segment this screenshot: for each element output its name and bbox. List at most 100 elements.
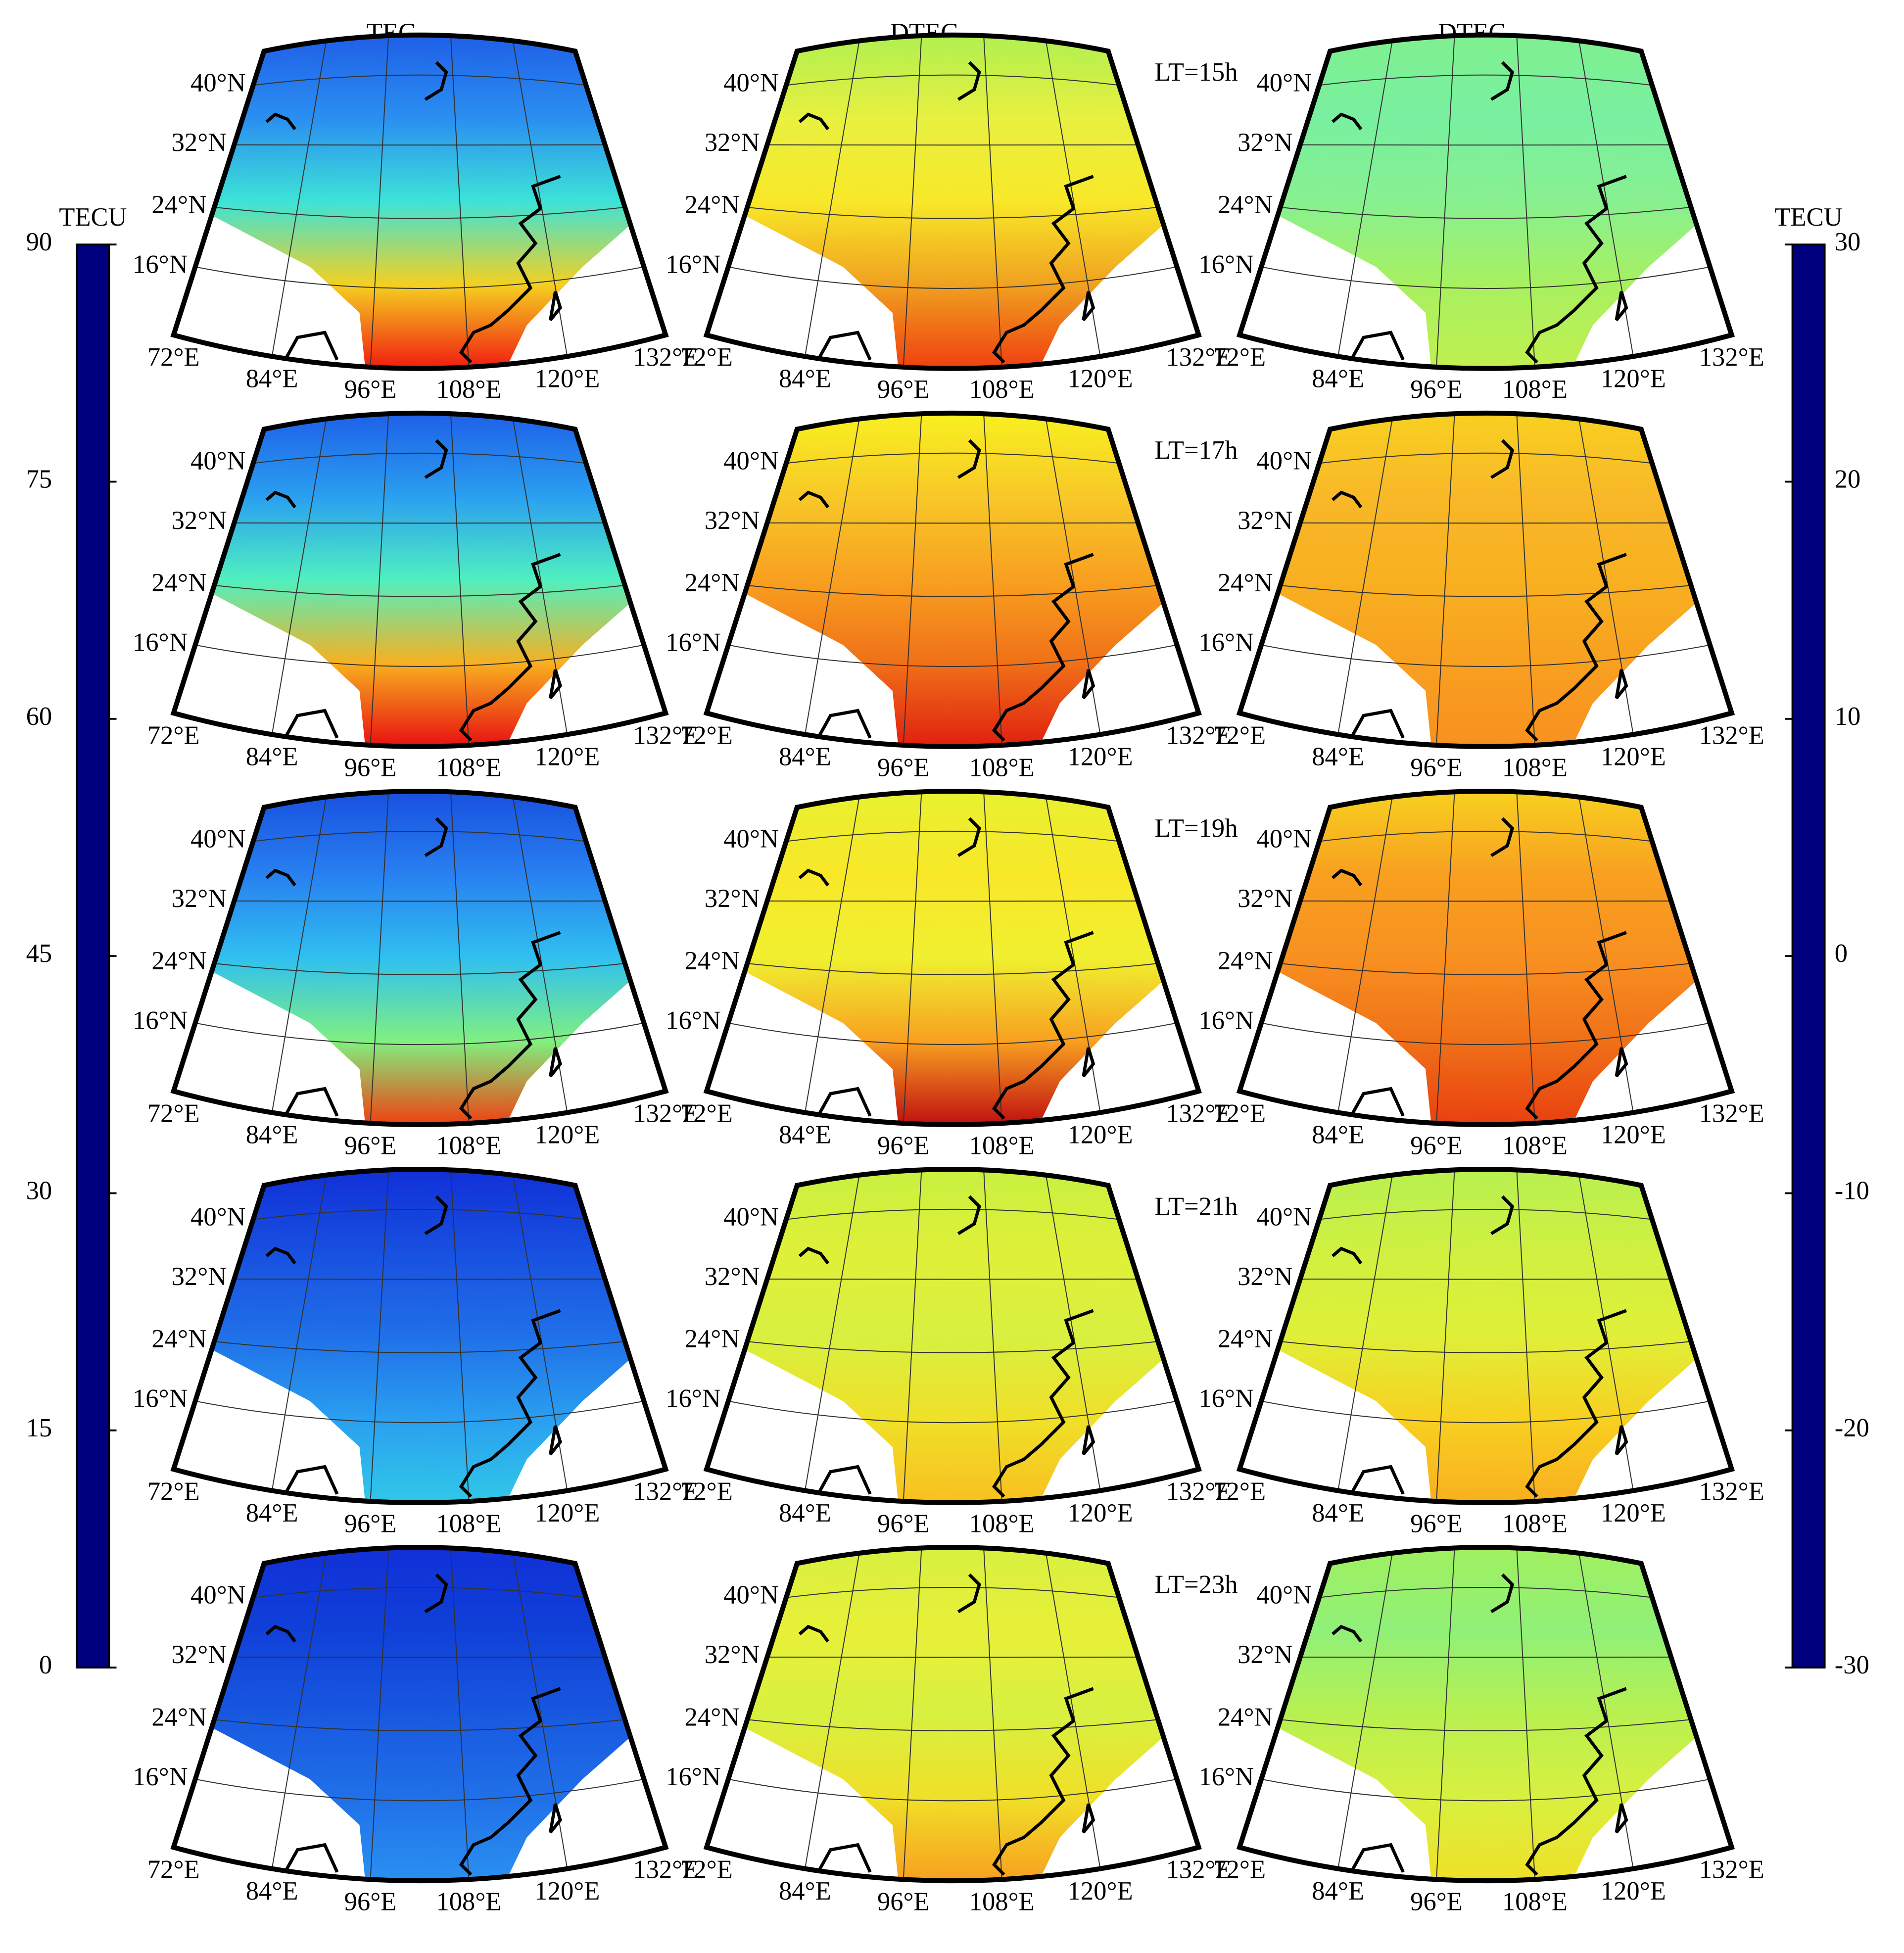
coastline <box>798 61 1095 364</box>
meridian <box>1337 41 1393 357</box>
map-frame <box>703 788 1202 1127</box>
longitude-label: 132°E <box>1699 1856 1764 1884</box>
parallel <box>728 1778 1177 1802</box>
latitude-label: 40°N <box>723 1581 779 1610</box>
meridian <box>450 792 470 1124</box>
latitude-label: 32°N <box>172 1262 227 1291</box>
meridian <box>1516 1170 1535 1502</box>
parallel <box>747 206 1158 219</box>
latitude-label: 40°N <box>190 446 246 475</box>
longitude-label: 84°E <box>246 1121 298 1149</box>
parallel <box>767 1657 1139 1658</box>
longitude-label: 108°E <box>1502 753 1568 782</box>
longitude-label: 120°E <box>1601 1121 1666 1149</box>
meridian <box>804 797 860 1113</box>
meridian <box>370 1548 389 1880</box>
meridian <box>1337 797 1393 1113</box>
meridian <box>903 36 922 368</box>
coastline <box>265 61 562 364</box>
map-frame <box>170 32 669 371</box>
parallel <box>747 1341 1158 1353</box>
longitude-label: 84°E <box>1312 743 1364 771</box>
meridian <box>804 1553 860 1869</box>
meridian <box>1516 1548 1535 1880</box>
parallel <box>747 584 1158 597</box>
longitude-label: 96°E <box>877 1509 930 1538</box>
longitude-label: 132°E <box>633 1477 698 1506</box>
longitude-label: 72°E <box>147 343 200 372</box>
meridian <box>370 792 389 1124</box>
longitude-label: 84°E <box>779 743 831 771</box>
meridian <box>271 419 327 735</box>
parallel <box>1319 1587 1652 1598</box>
latitude-label: 32°N <box>1238 884 1293 913</box>
colorbar-tick-label: 45 <box>26 939 52 968</box>
latitude-label: 16°N <box>666 628 721 657</box>
meridian <box>903 1170 922 1502</box>
longitude-label: 120°E <box>1068 365 1133 393</box>
meridian <box>1436 414 1455 746</box>
longitude-label: 84°E <box>779 1499 831 1527</box>
latitude-label: 32°N <box>1238 1640 1293 1669</box>
map-frame <box>1236 1545 1735 1884</box>
coastline <box>1331 439 1628 742</box>
longitude-label: 132°E <box>1166 343 1232 372</box>
longitude-label: 72°E <box>1213 343 1266 372</box>
colorbar <box>76 243 110 1669</box>
latitude-label: 24°N <box>1218 947 1273 975</box>
coastline <box>265 1573 562 1876</box>
longitude-label: 84°E <box>246 1877 298 1905</box>
longitude-label: 96°E <box>1410 1888 1463 1916</box>
longitude-label: 132°E <box>1166 1856 1232 1884</box>
longitude-label: 108°E <box>436 753 501 782</box>
longitude-label: 120°E <box>1601 1877 1666 1905</box>
parallel <box>1300 1657 1671 1658</box>
latitude-label: 40°N <box>1257 1581 1312 1610</box>
parallel <box>253 1587 586 1598</box>
parallel <box>214 206 625 219</box>
longitude-label: 84°E <box>779 365 831 393</box>
meridian <box>804 419 860 735</box>
latitude-label: 24°N <box>151 1703 207 1731</box>
meridian <box>450 36 470 368</box>
latitude-label: 40°N <box>723 68 779 97</box>
longitude-label: 84°E <box>1312 1121 1364 1149</box>
longitude-label: 108°E <box>1502 1509 1568 1538</box>
longitude-label: 132°E <box>1166 721 1232 750</box>
latitude-label: 32°N <box>1238 128 1293 157</box>
longitude-label: 132°E <box>1166 1099 1232 1128</box>
longitude-label: 108°E <box>436 1888 501 1916</box>
latitude-label: 24°N <box>1218 191 1273 219</box>
parallel <box>1261 1778 1711 1802</box>
latitude-label: 16°N <box>1198 1006 1254 1035</box>
longitude-label: 72°E <box>680 721 733 750</box>
colorbar-tick-label: 90 <box>26 228 52 256</box>
parallel <box>1319 74 1652 86</box>
row-label: LT=19h <box>1155 814 1238 843</box>
meridian <box>804 41 860 357</box>
longitude-label: 132°E <box>1699 1099 1764 1128</box>
latitude-label: 24°N <box>685 947 740 975</box>
parallel <box>1261 1022 1711 1046</box>
longitude-label: 108°E <box>1502 1131 1568 1160</box>
longitude-label: 120°E <box>534 1121 600 1149</box>
longitude-label: 72°E <box>147 721 200 750</box>
meridian <box>450 1170 470 1502</box>
parallel <box>786 452 1119 464</box>
latitude-label: 40°N <box>723 824 779 853</box>
colorbar-tick-label: 15 <box>26 1414 52 1442</box>
longitude-label: 96°E <box>877 1131 930 1160</box>
meridian <box>983 36 1002 368</box>
meridian <box>804 1175 860 1491</box>
parallel <box>786 74 1119 86</box>
latitude-label: 16°N <box>666 1762 721 1791</box>
parallel <box>253 452 586 464</box>
longitude-label: 72°E <box>1213 1477 1266 1506</box>
parallel <box>1319 1208 1652 1220</box>
row-label: LT=23h <box>1155 1570 1238 1599</box>
parallel <box>747 963 1158 975</box>
latitude-label: 24°N <box>685 1325 740 1353</box>
map-frame <box>1236 32 1735 371</box>
colorbar-tick-label: 30 <box>26 1177 52 1205</box>
meridian <box>1337 419 1393 735</box>
